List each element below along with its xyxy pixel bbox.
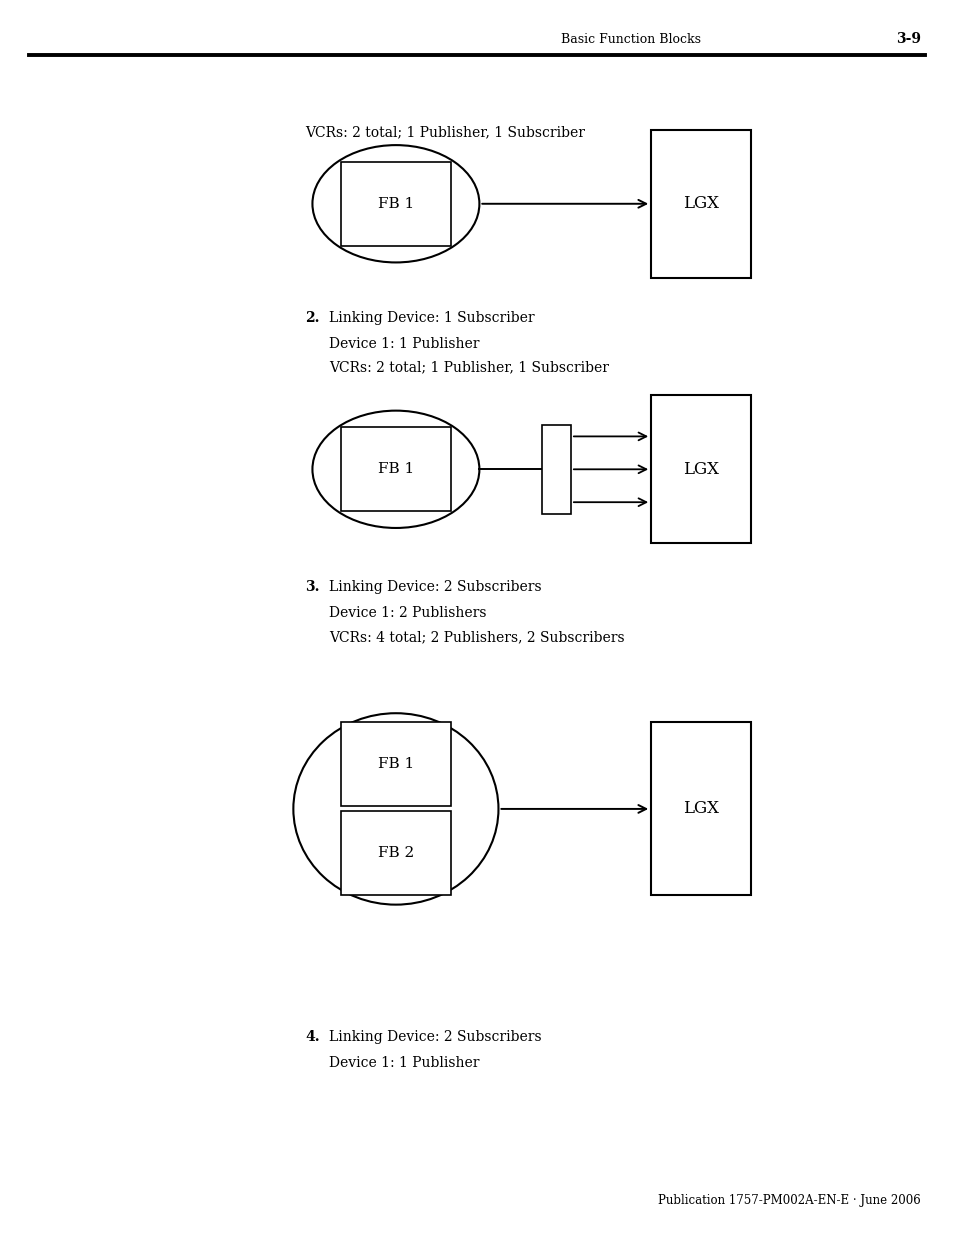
Text: FB 1: FB 1 xyxy=(377,196,414,211)
Text: Linking Device: 2 Subscribers: Linking Device: 2 Subscribers xyxy=(329,580,541,594)
Bar xyxy=(341,427,450,511)
Text: 4.: 4. xyxy=(305,1030,319,1044)
Text: Linking Device: 1 Subscriber: Linking Device: 1 Subscriber xyxy=(329,311,535,325)
Text: LGX: LGX xyxy=(682,195,719,212)
Text: FB 1: FB 1 xyxy=(377,462,414,477)
Text: Publication 1757-PM002A-EN-E · June 2006: Publication 1757-PM002A-EN-E · June 2006 xyxy=(658,1193,920,1207)
Bar xyxy=(341,722,450,806)
Bar xyxy=(341,162,450,246)
Bar xyxy=(541,425,570,514)
Text: FB 1: FB 1 xyxy=(377,757,414,772)
Text: 3.: 3. xyxy=(305,580,319,594)
Text: LGX: LGX xyxy=(682,800,719,818)
Text: VCRs: 2 total; 1 Publisher, 1 Subscriber: VCRs: 2 total; 1 Publisher, 1 Subscriber xyxy=(329,361,609,374)
Bar xyxy=(650,130,750,278)
Text: 3-9: 3-9 xyxy=(895,32,920,46)
Text: Device 1: 1 Publisher: Device 1: 1 Publisher xyxy=(329,337,479,351)
Bar xyxy=(650,395,750,543)
Text: VCRs: 4 total; 2 Publishers, 2 Subscribers: VCRs: 4 total; 2 Publishers, 2 Subscribe… xyxy=(329,630,624,643)
Text: VCRs: 2 total; 1 Publisher, 1 Subscriber: VCRs: 2 total; 1 Publisher, 1 Subscriber xyxy=(305,125,585,140)
Text: Device 1: 1 Publisher: Device 1: 1 Publisher xyxy=(329,1056,479,1070)
Bar xyxy=(650,722,750,895)
Text: Basic Function Blocks: Basic Function Blocks xyxy=(560,32,700,46)
Text: LGX: LGX xyxy=(682,461,719,478)
Text: Device 1: 2 Publishers: Device 1: 2 Publishers xyxy=(329,606,486,620)
Text: FB 2: FB 2 xyxy=(377,846,414,861)
Text: 2.: 2. xyxy=(305,311,319,325)
Text: Linking Device: 2 Subscribers: Linking Device: 2 Subscribers xyxy=(329,1030,541,1044)
Bar xyxy=(341,811,450,895)
